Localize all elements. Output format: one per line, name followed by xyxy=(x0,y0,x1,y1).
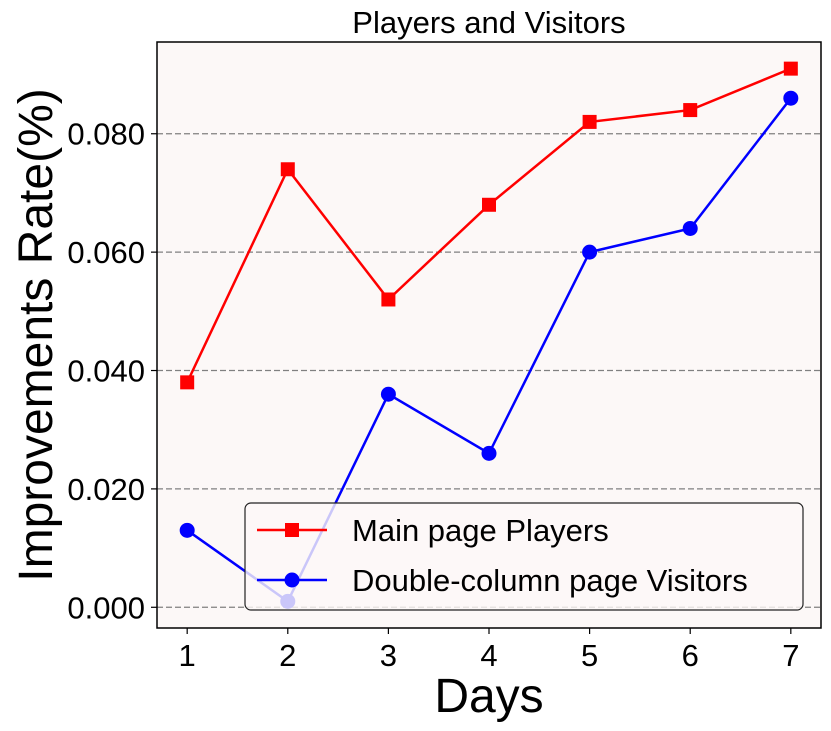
y-axis-label: Improvements Rate(%) xyxy=(10,88,63,581)
y-tick-label: 0.080 xyxy=(67,117,145,152)
data-point-double-column-page-visitors xyxy=(179,522,195,538)
x-tick-label: 1 xyxy=(179,638,196,673)
y-tick-label: 0.060 xyxy=(67,235,145,270)
y-tick-label: 0.020 xyxy=(67,472,145,507)
data-point-main-page-players xyxy=(381,292,396,307)
y-tick-label: 0.000 xyxy=(67,590,145,625)
x-axis: 1 2 3 4 5 6 7 xyxy=(179,628,799,673)
data-point-main-page-players xyxy=(582,114,597,129)
data-point-main-page-players xyxy=(180,375,195,390)
x-tick-label: 5 xyxy=(581,638,598,673)
y-tick-label: 0.040 xyxy=(67,354,145,389)
data-point-double-column-page-visitors xyxy=(783,90,799,106)
legend: Main page Players Double-column page Vis… xyxy=(244,502,804,611)
x-tick-label: 3 xyxy=(380,638,397,673)
x-tick-label: 2 xyxy=(279,638,296,673)
data-point-main-page-players xyxy=(280,162,295,177)
legend-label-main-page-players: Main page Players xyxy=(352,513,609,548)
y-axis: 0.000 0.020 0.040 0.060 0.080 xyxy=(67,117,157,625)
data-point-double-column-page-visitors xyxy=(682,220,698,236)
legend-marker-double-column-page-visitors xyxy=(284,572,300,588)
data-point-main-page-players xyxy=(683,103,698,118)
chart-title: Players and Visitors xyxy=(352,5,625,40)
data-point-double-column-page-visitors xyxy=(481,445,497,461)
x-tick-label: 4 xyxy=(480,638,497,673)
data-point-double-column-page-visitors xyxy=(582,244,598,260)
legend-marker-main-page-players xyxy=(285,523,299,537)
x-tick-label: 6 xyxy=(682,638,699,673)
data-point-main-page-players xyxy=(482,197,496,212)
legend-box xyxy=(244,502,804,611)
x-axis-label: Days xyxy=(434,670,543,723)
legend-label-double-column-page-visitors: Double-column page Visitors xyxy=(352,563,748,598)
data-point-double-column-page-visitors xyxy=(380,386,396,402)
data-point-main-page-players xyxy=(783,61,798,76)
x-tick-label: 7 xyxy=(782,638,799,673)
